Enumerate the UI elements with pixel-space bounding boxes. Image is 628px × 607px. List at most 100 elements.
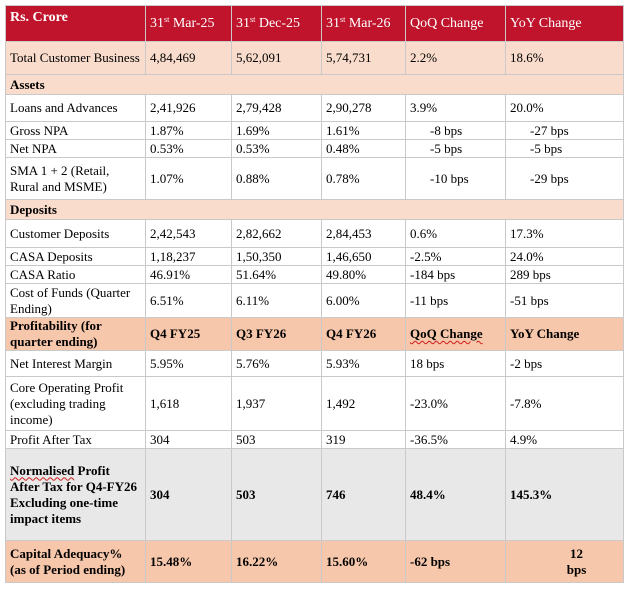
row-label: Cost of Funds (Quarter Ending) [5,283,146,318]
cell: 1,937 [231,376,322,431]
cell: 289 bps [505,265,624,284]
table-row: Net NPA 0.53% 0.53% 0.48% -5 bps -5 bps [5,139,624,158]
cell: -2 bps [505,350,624,377]
row-label: Net NPA [5,139,146,158]
row-label: Loans and Advances [5,94,146,122]
header-row: Rs. Crore 31st Mar-25 31st Dec-25 31st M… [5,5,624,42]
cell: 1,50,350 [231,247,322,266]
cell: 2.2% [405,41,506,75]
row-label: Core Operating Profit (excluding trading… [5,376,146,431]
cell: 49.80% [321,265,406,284]
cell: -29 bps [505,157,624,200]
cell: -62 bps [405,540,506,583]
cell: 6.51% [145,283,232,318]
cell: 1,618 [145,376,232,431]
table-row: Cost of Funds (Quarter Ending) 6.51% 6.1… [5,283,624,318]
cell: 145.3% [505,448,624,541]
cell: 51.64% [231,265,322,284]
cell: -5 bps [405,139,506,158]
row-label: Profit After Tax [5,430,146,449]
cell: 5.93% [321,350,406,377]
table-row-capital-adequacy: Capital Adequacy% (as of Period ending) … [5,540,624,583]
cell: 0.88% [231,157,322,200]
table-row: Core Operating Profit (excluding trading… [5,376,624,431]
cell: 1.69% [231,121,322,140]
table-row-total-customer-business: Total Customer Business 4,84,469 5,62,09… [5,41,624,75]
cell: 6.11% [231,283,322,318]
column-header-q4fy25: Q4 FY25 [145,317,232,351]
cell: 12 bps [505,540,624,583]
row-label: CASA Ratio [5,265,146,284]
row-label: Normalised Profit After Tax for Q4-FY26 … [5,448,146,541]
table-row: Customer Deposits 2,42,543 2,82,662 2,84… [5,219,624,248]
cell: 1,46,650 [321,247,406,266]
cell: 1.61% [321,121,406,140]
cell: 1.87% [145,121,232,140]
row-label: Total Customer Business [5,41,146,75]
cell: 20.0% [505,94,624,122]
column-header-q4fy26: Q4 FY26 [321,317,406,351]
cell: 503 [231,430,322,449]
row-label: Net Interest Margin [5,350,146,377]
cell: -11 bps [405,283,506,318]
cell: -27 bps [505,121,624,140]
cell: 1,18,237 [145,247,232,266]
cell: 0.53% [231,139,322,158]
table-row: Gross NPA 1.87% 1.69% 1.61% -8 bps -27 b… [5,121,624,140]
cell: 46.91% [145,265,232,284]
cell: -5 bps [505,139,624,158]
cell: 5.95% [145,350,232,377]
section-row-deposits: Deposits [5,199,624,220]
cell: 2,84,453 [321,219,406,248]
section-title: Profitability (for quarter ending) [5,317,146,351]
cell: 2,79,428 [231,94,322,122]
section-row-profitability: Profitability (for quarter ending) Q4 FY… [5,317,624,351]
cell: -184 bps [405,265,506,284]
column-header-qoq: QoQ Change [405,5,506,42]
cell: 48.4% [405,448,506,541]
cell: -7.8% [505,376,624,431]
cell: 304 [145,448,232,541]
cell: 3.9% [405,94,506,122]
cell: 746 [321,448,406,541]
section-title: Deposits [5,199,624,220]
cell: -2.5% [405,247,506,266]
cell: 18 bps [405,350,506,377]
column-header-yoy: YoY Change [505,317,624,351]
cell: 4,84,469 [145,41,232,75]
cell: 6.00% [321,283,406,318]
section-title: Assets [5,74,624,95]
cell: 18.6% [505,41,624,75]
table-row: Profit After Tax 304 503 319 -36.5% 4.9% [5,430,624,449]
cell: 503 [231,448,322,541]
cell: -10 bps [405,157,506,200]
cell: 24.0% [505,247,624,266]
financial-summary-table: Rs. Crore 31st Mar-25 31st Dec-25 31st M… [5,5,624,583]
cell: 2,90,278 [321,94,406,122]
cell: 1.07% [145,157,232,200]
table-row: SMA 1 + 2 (Retail, Rural and MSME) 1.07%… [5,157,624,200]
table-row-normalised-profit: Normalised Profit After Tax for Q4-FY26 … [5,448,624,541]
column-header-qoq: QoQ Change [405,317,506,351]
cell: 0.78% [321,157,406,200]
column-header-q3fy26: Q3 FY26 [231,317,322,351]
cell: -8 bps [405,121,506,140]
units-label: Rs. Crore [5,5,146,42]
cell: 0.53% [145,139,232,158]
column-header-mar25: 31st Mar-25 [145,5,232,42]
cell: 5.76% [231,350,322,377]
cell: 2,42,543 [145,219,232,248]
cell: 0.48% [321,139,406,158]
cell: -36.5% [405,430,506,449]
cell: 0.6% [405,219,506,248]
cell: 1,492 [321,376,406,431]
row-label: Gross NPA [5,121,146,140]
cell: 304 [145,430,232,449]
cell: 5,74,731 [321,41,406,75]
section-row-assets: Assets [5,74,624,95]
cell: 2,41,926 [145,94,232,122]
row-label: SMA 1 + 2 (Retail, Rural and MSME) [5,157,146,200]
table-row: CASA Deposits 1,18,237 1,50,350 1,46,650… [5,247,624,266]
column-header-yoy: YoY Change [505,5,624,42]
row-label: CASA Deposits [5,247,146,266]
